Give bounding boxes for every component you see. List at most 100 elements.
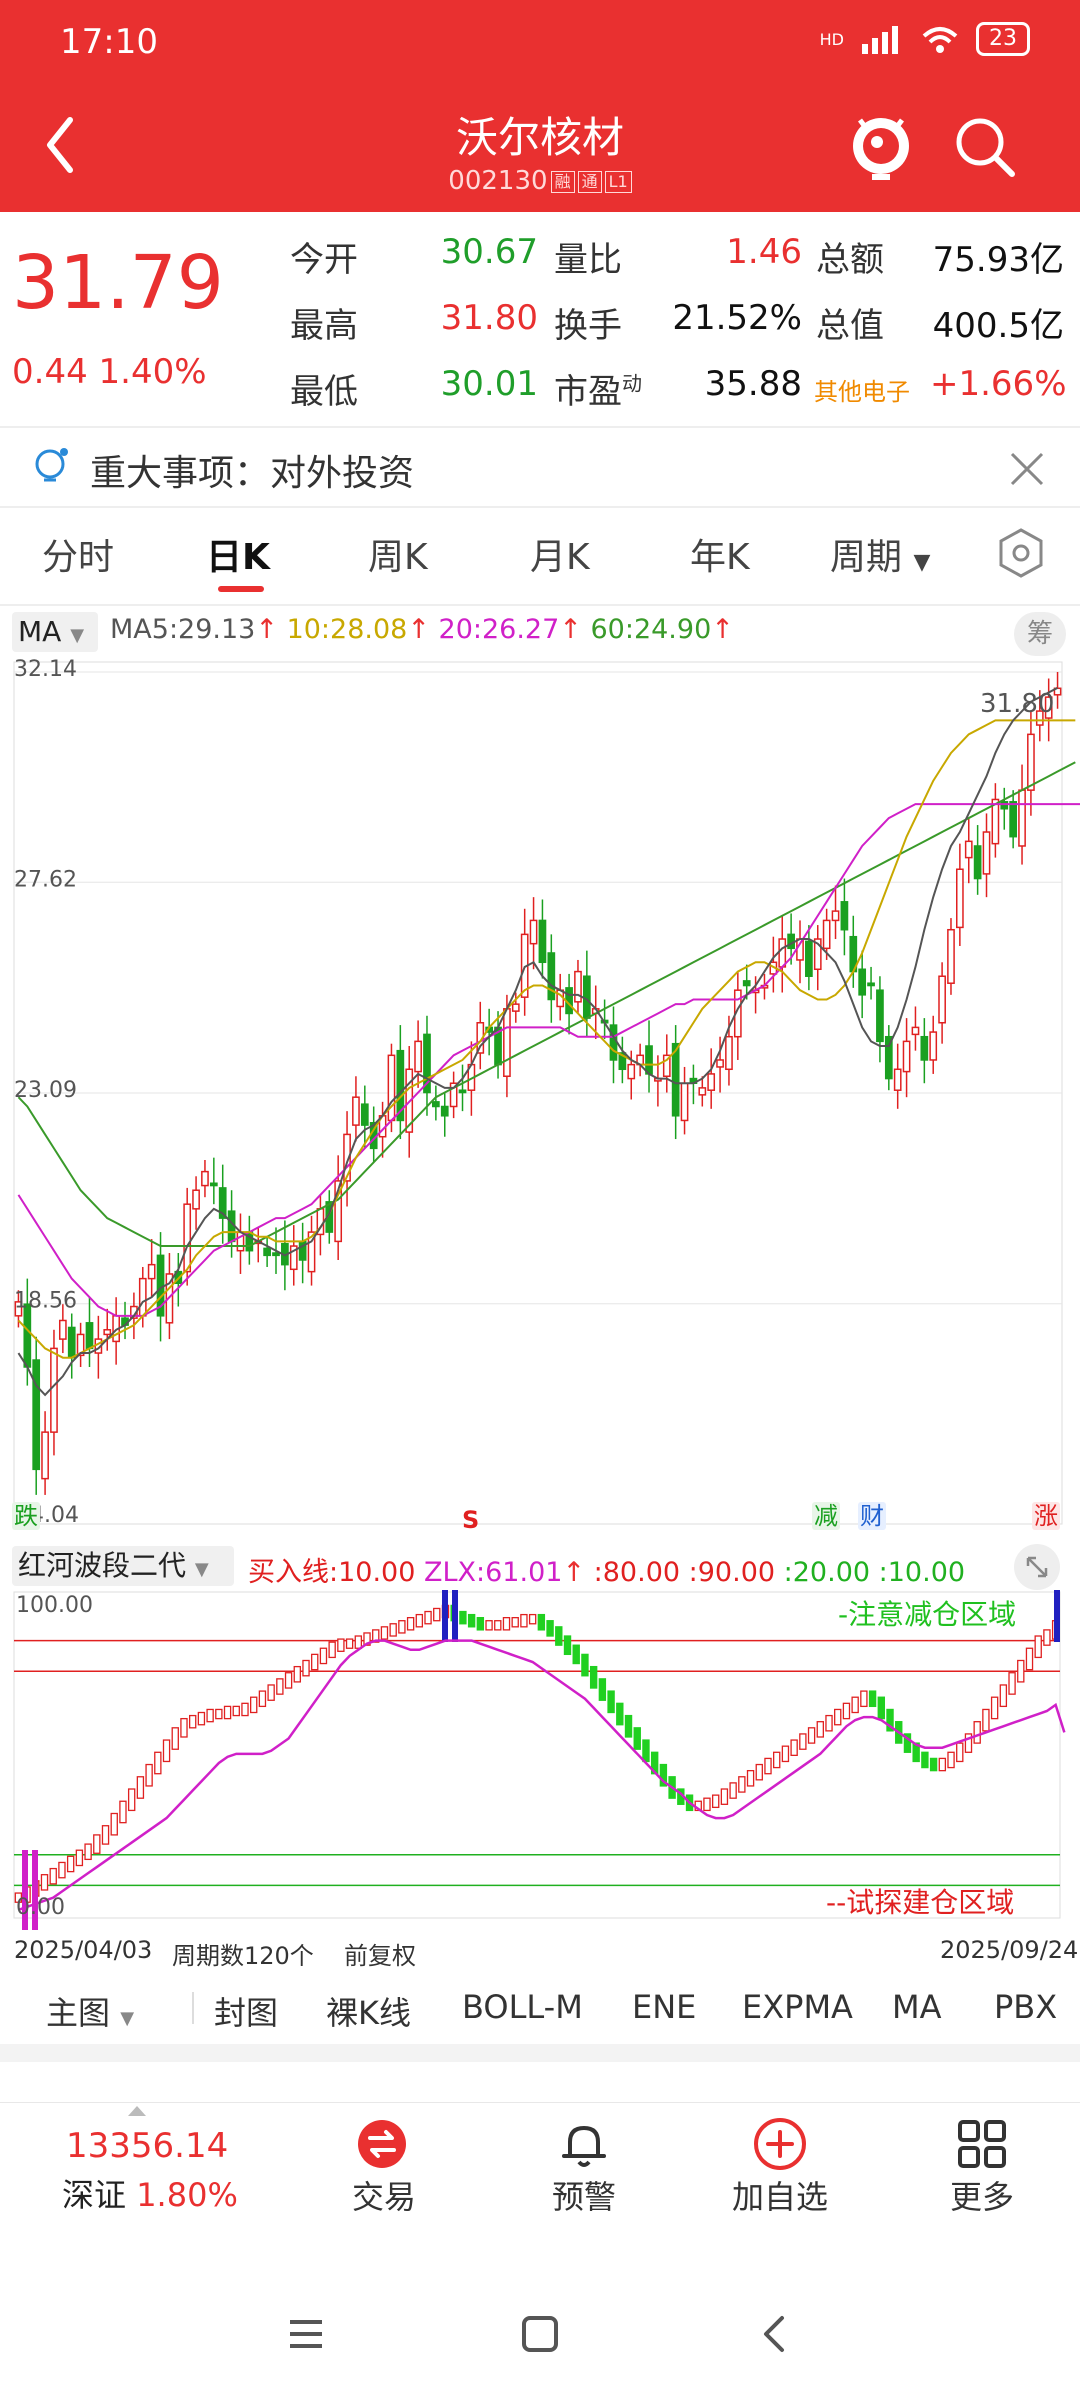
network-label: HD xyxy=(819,29,844,49)
buy-line-bar xyxy=(886,1708,894,1732)
ma-indicator-select[interactable]: MA ▼ xyxy=(12,612,98,652)
indicator-chart[interactable]: 100.00 0.00 -注意减仓区域 --试探建仓区域 xyxy=(0,1590,1080,1934)
candle-body xyxy=(982,831,991,875)
candle-body xyxy=(867,982,875,987)
nav-more-label[interactable]: 更多 xyxy=(949,2178,1014,2216)
buy-line-bar xyxy=(380,1626,389,1640)
kline-chart[interactable]: 32.1427.6223.0918.5631.8014.04跌 S 减财涨 xyxy=(0,658,1080,1538)
tab-weekly-k[interactable]: 周K xyxy=(368,537,428,578)
back-button[interactable] xyxy=(36,110,86,180)
buy-line-bar xyxy=(1025,1647,1034,1671)
candle-body xyxy=(387,1054,396,1122)
level-80: :80.00 xyxy=(593,1557,681,1588)
buy-line-bar xyxy=(581,1653,589,1677)
chevron-down-icon: ▼ xyxy=(194,1559,209,1580)
tab-monthly-k[interactable]: 月K xyxy=(530,537,590,578)
buy-line-bar xyxy=(467,1613,476,1628)
index-info[interactable]: 深证 1.80% xyxy=(62,2170,238,2216)
buy-line-bar xyxy=(703,1797,711,1812)
expand-icon[interactable] xyxy=(1014,1544,1060,1590)
candle-body xyxy=(973,845,982,880)
buy-line-bar xyxy=(868,1690,877,1708)
status-icons: HD 23 xyxy=(820,22,1030,56)
level-20: :20.00 xyxy=(783,1557,871,1588)
index-value[interactable]: 13356.14 xyxy=(66,2126,229,2166)
tool-ma[interactable]: MA xyxy=(892,1988,942,2026)
home-icon[interactable] xyxy=(520,2314,560,2354)
tool-bare-k[interactable]: 裸K线 xyxy=(326,1994,411,2032)
grid-more-icon[interactable] xyxy=(954,2116,1010,2172)
buy-line-bar xyxy=(825,1714,833,1732)
signal-bar xyxy=(1054,1590,1060,1642)
candle-body xyxy=(41,1431,49,1480)
buy-line-bar xyxy=(607,1690,615,1714)
candle-body xyxy=(334,1180,343,1243)
buy-line-bar xyxy=(40,1874,49,1891)
settings-hexagon-icon[interactable] xyxy=(994,526,1048,580)
buy-line-bar xyxy=(755,1763,763,1781)
tab-intraday[interactable]: 分时 xyxy=(42,537,115,578)
tool-pbx[interactable]: PBX xyxy=(994,1988,1058,2026)
label-market-cap: 总值 xyxy=(816,306,884,346)
tab-period[interactable]: 周期 ▼ xyxy=(830,537,931,578)
change-percent: 1.40% xyxy=(98,352,207,392)
mascot-icon[interactable] xyxy=(846,108,916,182)
add-watchlist-icon[interactable] xyxy=(752,2116,808,2172)
tab-yearly-k[interactable]: 年K xyxy=(690,537,750,578)
buy-line-bar xyxy=(624,1714,633,1738)
buy-line-bar xyxy=(912,1742,920,1763)
tool-expma[interactable]: EXPMA xyxy=(742,1988,853,2026)
buy-line-bar xyxy=(459,1610,467,1625)
chevron-down-icon: ▼ xyxy=(70,625,85,646)
value-volume-ratio: 1.46 xyxy=(726,232,802,272)
bottom-nav xyxy=(0,2102,1080,2233)
tool-ene[interactable]: ENE xyxy=(632,1988,697,2026)
indicator-select[interactable]: 红河波段二代 ▼ xyxy=(12,1546,234,1586)
candle-body xyxy=(805,940,813,977)
up-arrow-icon: ↑ xyxy=(255,614,278,645)
candle-body xyxy=(103,1329,112,1336)
menu-icon[interactable] xyxy=(286,2314,326,2354)
sector-link[interactable]: 其他电子 xyxy=(814,378,910,406)
tool-boll-m[interactable]: BOLL-M xyxy=(462,1988,583,2026)
buy-line-bar xyxy=(119,1800,127,1824)
chevron-down-icon: ▼ xyxy=(913,550,931,575)
kline-labels: 32.1427.6223.0918.5631.8014.04跌 S 减财涨 xyxy=(12,658,1060,1534)
candle-body xyxy=(707,1073,716,1091)
y-tick-label: 23.09 xyxy=(14,1078,77,1103)
tool-lock-chart[interactable]: 封图 xyxy=(214,1994,279,2032)
buy-line-bar xyxy=(319,1647,328,1665)
zlx-line xyxy=(17,1639,1066,1912)
search-icon[interactable] xyxy=(950,112,1020,182)
zlx-value: ZLX:61.01 xyxy=(424,1557,563,1588)
nav-add-label[interactable]: 加自选 xyxy=(731,2178,828,2216)
nav-alert-label[interactable]: 预警 xyxy=(551,2178,616,2216)
nav-trade-label[interactable]: 交易 xyxy=(351,2178,416,2216)
buy-line-bar xyxy=(406,1616,415,1631)
back-nav-icon[interactable] xyxy=(756,2314,796,2354)
buy-line-bar xyxy=(720,1788,729,1805)
candle-body xyxy=(58,1319,67,1340)
trade-icon[interactable] xyxy=(356,2118,408,2170)
buy-line-bar xyxy=(372,1629,380,1643)
section-separator xyxy=(0,2044,1080,2062)
candle-body xyxy=(947,928,955,984)
close-icon[interactable] xyxy=(1004,446,1050,492)
buy-line-bar xyxy=(171,1727,179,1750)
bell-icon[interactable] xyxy=(556,2116,612,2172)
candle-body xyxy=(458,1089,467,1094)
buy-line-bar xyxy=(990,1696,999,1720)
pe-dynamic-mark: 动 xyxy=(622,371,642,396)
main-chart-select[interactable]: 主图 ▼ xyxy=(46,1994,135,2032)
marker-limit-up: 涨 xyxy=(1034,1502,1058,1530)
buy-line-bar xyxy=(781,1745,790,1763)
buy-line-bar xyxy=(1008,1672,1016,1695)
chip-distribution-button[interactable]: 筹 xyxy=(1014,612,1066,656)
buy-line-bar xyxy=(555,1626,563,1646)
candle-body xyxy=(938,975,946,1024)
candle-body xyxy=(432,1101,440,1108)
y-tick-label: 27.62 xyxy=(14,867,77,892)
buy-line-bar xyxy=(764,1757,772,1775)
buy-line-bar xyxy=(337,1638,345,1652)
tab-daily-k[interactable]: 日K xyxy=(206,537,270,578)
